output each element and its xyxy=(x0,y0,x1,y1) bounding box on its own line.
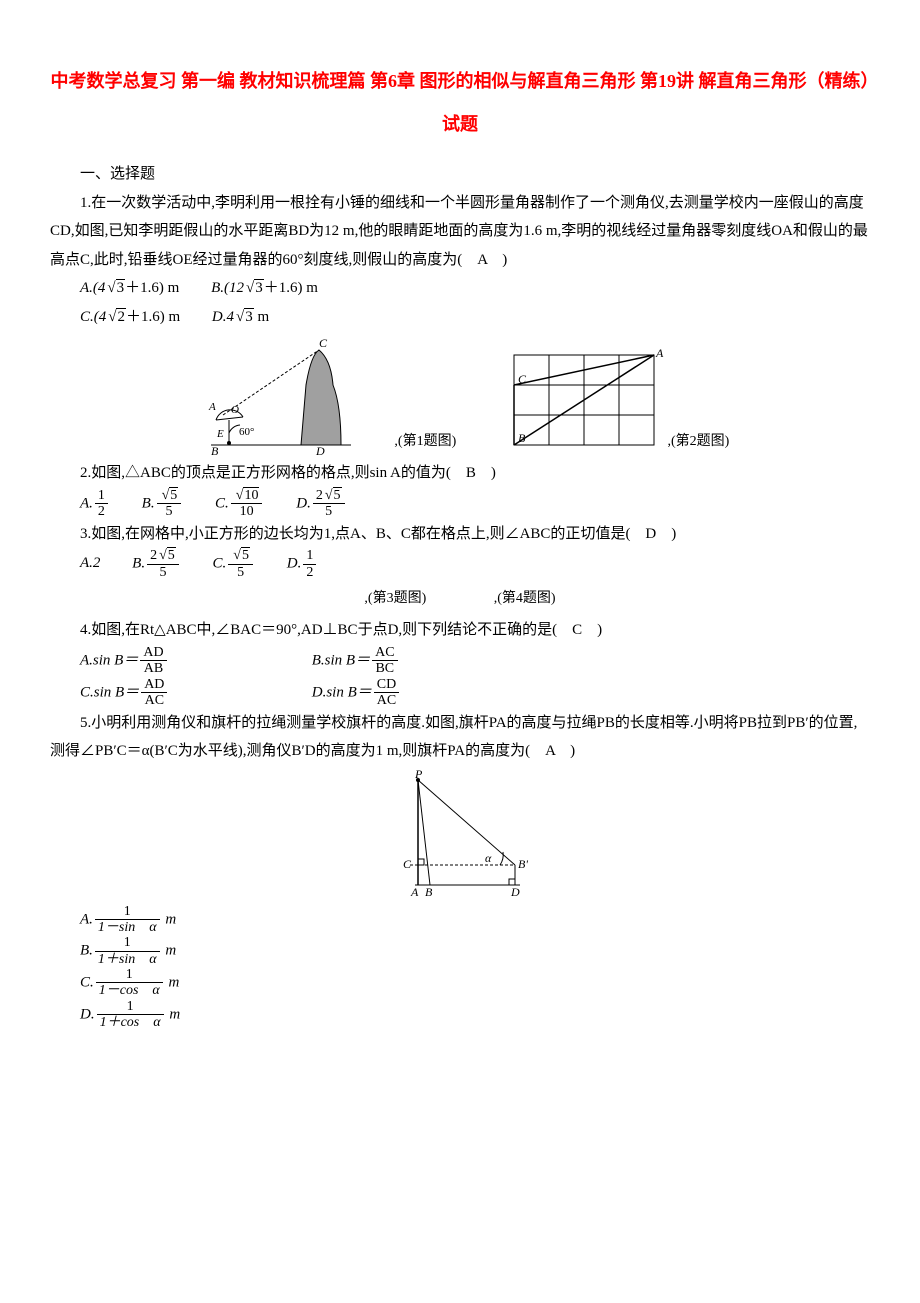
q3-optA: A.2 xyxy=(80,549,100,578)
q4-options: A.sin B＝ADAB B.sin B＝ACBC xyxy=(50,645,870,677)
svg-text:A: A xyxy=(208,401,216,413)
q1-optD: D.43 m xyxy=(212,303,269,332)
q5-text: 5.小明利用测角仪和旗杆的拉绳测量学校旗杆的高度.如图,旗杆PA的高度与拉绳PB… xyxy=(50,709,870,766)
q3-optB: B.255 xyxy=(132,548,181,580)
q3-optC: C.55 xyxy=(213,548,255,580)
svg-text:A: A xyxy=(655,346,664,360)
q1-fig2: A C B xyxy=(504,345,664,455)
svg-text:E: E xyxy=(216,428,224,440)
q1-figures: C A O E 60° B D ,(第1题图) A C B ,(第2题图) xyxy=(50,335,870,455)
page-title: 中考数学总复习 第一编 教材知识梳理篇 第6章 图形的相似与解直角三角形 第19… xyxy=(50,60,870,146)
q4-optA: A.sin B＝ADAB xyxy=(80,645,280,677)
svg-text:α: α xyxy=(485,851,492,865)
q2-optA: A.12 xyxy=(80,488,110,520)
q1-text: 1.在一次数学活动中,李明利用一根拴有小锤的细线和一个半圆形量角器制作了一个测角… xyxy=(50,189,870,275)
q2-optB: B.55 xyxy=(142,488,184,520)
q5-optB: B.11＋sin α m xyxy=(50,935,870,967)
svg-text:C: C xyxy=(403,857,412,871)
q4-optD: D.sin B＝CDAC xyxy=(312,677,401,709)
svg-text:B': B' xyxy=(518,857,528,871)
q5-figure-row: P C α B' A B D xyxy=(50,770,870,900)
svg-text:C: C xyxy=(518,372,527,386)
q3-options: A.2 B.255 C.55 D.12 xyxy=(50,548,870,580)
q4-text: 4.如图,在Rt△ABC中,∠BAC＝90°,AD⊥BC于点D,则下列结论不正确… xyxy=(50,616,870,645)
q3-optD: D.12 xyxy=(287,548,319,580)
section-heading: 一、选择题 xyxy=(50,160,870,189)
svg-text:C: C xyxy=(319,336,328,350)
svg-text:A: A xyxy=(410,885,419,899)
svg-text:B: B xyxy=(425,885,433,899)
q3-captions: ,(第3题图) ,(第4题图) xyxy=(50,584,870,613)
q1-fig1: C A O E 60° B D xyxy=(191,335,391,455)
q3-cap4: ,(第4题图) xyxy=(494,586,556,613)
svg-text:B: B xyxy=(211,444,219,455)
svg-text:60°: 60° xyxy=(239,426,254,438)
q1-options: A.(43＋1.6) m B.(123＋1.6) m xyxy=(50,274,870,303)
q4-optB: B.sin B＝ACBC xyxy=(312,645,400,677)
q2-optC: C.1010 xyxy=(215,488,264,520)
q2-text: 2.如图,△ABC的顶点是正方形网格的格点,则sin A的值为( B ) xyxy=(50,459,870,488)
q4-options2: C.sin B＝ADAC D.sin B＝CDAC xyxy=(50,677,870,709)
q5-optD: D.11＋cos α m xyxy=(50,999,870,1031)
q1-cap2: ,(第2题图) xyxy=(668,429,730,456)
q4-optC: C.sin B＝ADAC xyxy=(80,677,280,709)
svg-text:D: D xyxy=(315,444,325,455)
q2-options: A.12 B.55 C.1010 D.255 xyxy=(50,488,870,520)
svg-text:D: D xyxy=(510,885,520,899)
svg-text:P: P xyxy=(414,770,423,781)
q1-optB: B.(123＋1.6) m xyxy=(211,274,318,303)
q5-optC: C.11－cos α m xyxy=(50,967,870,999)
q5-fig: P C α B' A B D xyxy=(385,770,535,900)
q3-text: 3.如图,在网格中,小正方形的边长均为1,点A、B、C都在格点上,则∠ABC的正… xyxy=(50,520,870,549)
q1-cap1: ,(第1题图) xyxy=(394,429,456,456)
q5-optA: A.11－sin α m xyxy=(50,904,870,936)
q2-optD: D.255 xyxy=(296,488,346,520)
q1-optA: A.(43＋1.6) m xyxy=(80,274,179,303)
q1-options2: C.(42＋1.6) m D.43 m xyxy=(50,303,870,332)
svg-text:B: B xyxy=(518,431,526,445)
q1-optC: C.(42＋1.6) m xyxy=(80,303,180,332)
q3-cap3: ,(第3题图) xyxy=(364,586,426,613)
svg-text:O: O xyxy=(231,404,239,416)
